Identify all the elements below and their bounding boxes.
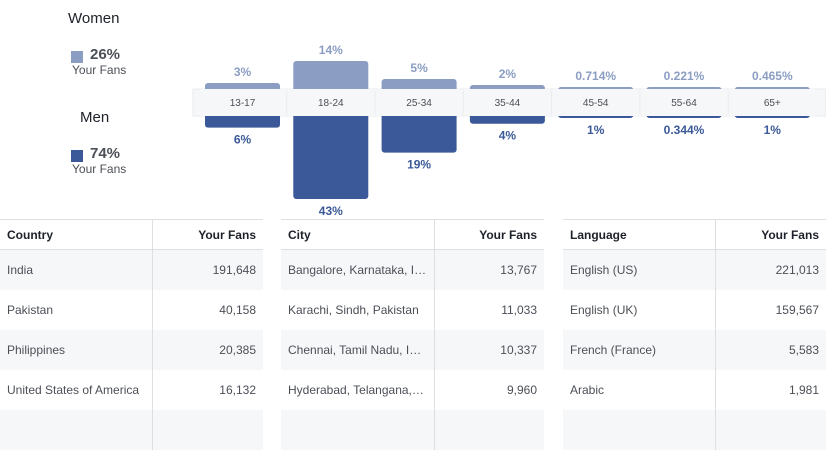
country-cell: Philippines xyxy=(0,330,153,370)
language-cell: English (UK) xyxy=(563,290,716,330)
fans-cell: 1,981 xyxy=(788,383,819,397)
table-row: Hyderabad, Telangana, India 9,960 xyxy=(281,370,544,410)
women-legend-title: Women xyxy=(68,10,120,27)
country-cell: India xyxy=(0,249,153,290)
age-tick-label: 25-34 xyxy=(406,98,432,109)
city-cell: Bangalore, Karnataka, India xyxy=(281,249,435,290)
language-header[interactable]: Language xyxy=(563,219,716,250)
table-row xyxy=(563,410,826,450)
age-band-cell xyxy=(200,89,285,116)
table-row: Karachi, Sindh, Pakistan 11,033 xyxy=(281,290,544,330)
fans-cell: 9,960 xyxy=(506,383,537,397)
city-header[interactable]: City xyxy=(281,219,435,250)
men-data-label: 19% xyxy=(407,158,431,172)
language-fans-header[interactable]: Your Fans xyxy=(715,219,826,250)
women-data-label: 2% xyxy=(499,67,517,81)
age-band-cell xyxy=(464,89,550,116)
women-data-label: 5% xyxy=(410,61,428,75)
age-band-cell xyxy=(288,89,374,116)
table-row: United States of America 16,132 xyxy=(0,370,263,410)
language-cell: Arabic xyxy=(563,370,716,410)
age-band-cell xyxy=(376,89,462,116)
age-tick-label: 18-24 xyxy=(318,98,344,109)
women-data-label: 0.714% xyxy=(575,69,616,83)
age-tick-label: 13-17 xyxy=(230,98,256,109)
age-band-cell xyxy=(729,89,815,116)
city-table: City Your Fans Bangalore, Karnataka, Ind… xyxy=(281,219,544,450)
table-row: Philippines 20,385 xyxy=(0,330,263,370)
fans-cell: 10,337 xyxy=(434,330,544,370)
men-legend-sub: Your Fans xyxy=(72,162,127,176)
table-row: India 191,648 xyxy=(0,249,263,290)
language-cell: French (France) xyxy=(563,330,716,370)
city-cell: Karachi, Sindh, Pakistan xyxy=(281,290,435,330)
city-table-wrap: City Your Fans Bangalore, Karnataka, Ind… xyxy=(281,219,544,450)
language-cell: English (US) xyxy=(563,249,716,290)
age-band-cell xyxy=(641,89,727,116)
women-data-label: 0.465% xyxy=(752,69,793,83)
fans-cell: 40,158 xyxy=(219,303,256,317)
age-tick-label: 35-44 xyxy=(495,98,521,109)
men-bar xyxy=(381,113,457,153)
women-data-label: 14% xyxy=(319,43,343,57)
men-bar xyxy=(205,113,280,128)
men-data-label: 4% xyxy=(499,129,517,143)
men-legend-swatch xyxy=(71,150,83,162)
table-row: French (France) 5,583 xyxy=(563,330,826,370)
table-row: Arabic 1,981 xyxy=(563,370,826,410)
city-cell: Chennai, Tamil Nadu, India xyxy=(281,330,435,370)
table-row xyxy=(0,410,263,450)
women-data-label: 3% xyxy=(234,65,252,79)
men-legend-percent: 74% xyxy=(90,145,121,162)
age-tick-label: 45-54 xyxy=(583,98,609,109)
fans-cell: 221,013 xyxy=(715,249,826,290)
fans-cell: 16,132 xyxy=(219,383,256,397)
men-data-label: 1% xyxy=(764,123,782,137)
women-legend-percent: 26% xyxy=(90,46,121,63)
country-cell: United States of America xyxy=(0,370,153,410)
table-row: Pakistan 40,158 xyxy=(0,290,263,330)
fans-cell: 191,648 xyxy=(152,249,263,290)
country-table-wrap: Country Your Fans India 191,648 Pakistan 4… xyxy=(0,219,263,450)
age-gender-chart: 13-17 3% 6% 18-24 14% 43% 25-34 5% 19% 35-44 2% 4% 4… xyxy=(192,43,826,218)
city-fans-header[interactable]: Your Fans xyxy=(434,219,544,250)
table-row: Bangalore, Karnataka, India 13,767 xyxy=(281,249,544,290)
women-bar xyxy=(381,79,457,92)
men-data-label: 6% xyxy=(234,133,252,147)
language-table: Language Your Fans English (US) 221,013 E… xyxy=(563,219,826,450)
language-table-wrap: Language Your Fans English (US) 221,013 E… xyxy=(563,219,826,450)
fans-cell: 159,567 xyxy=(775,303,819,317)
men-data-label: 1% xyxy=(587,123,605,137)
fans-cell: 20,385 xyxy=(152,330,263,370)
fans-cell: 11,033 xyxy=(501,303,537,317)
fans-cell: 5,583 xyxy=(715,330,826,370)
women-bar xyxy=(293,61,369,92)
country-table: Country Your Fans India 191,648 Pakistan 4… xyxy=(0,219,263,450)
table-row: Chennai, Tamil Nadu, India 10,337 xyxy=(281,330,544,370)
country-fans-header[interactable]: Your Fans xyxy=(152,219,263,250)
fans-cell: 13,767 xyxy=(434,249,544,290)
men-legend-title: Men xyxy=(80,109,110,126)
country-header[interactable]: Country xyxy=(0,219,153,250)
women-legend-swatch xyxy=(71,51,83,63)
table-row: English (UK) 159,567 xyxy=(563,290,826,330)
table-row: English (US) 221,013 xyxy=(563,249,826,290)
table-row xyxy=(281,410,544,450)
men-bar xyxy=(293,113,369,199)
women-data-label: 0.221% xyxy=(664,69,705,83)
women-legend-sub: Your Fans xyxy=(72,63,127,77)
age-band-cell xyxy=(553,89,639,116)
age-tick-label: 65+ xyxy=(764,98,781,109)
men-data-label: 0.344% xyxy=(664,123,705,137)
age-tick-label: 55-64 xyxy=(671,98,697,109)
city-cell: Hyderabad, Telangana, India xyxy=(281,370,435,410)
men-data-label: 43% xyxy=(319,204,343,218)
country-cell: Pakistan xyxy=(0,290,153,330)
